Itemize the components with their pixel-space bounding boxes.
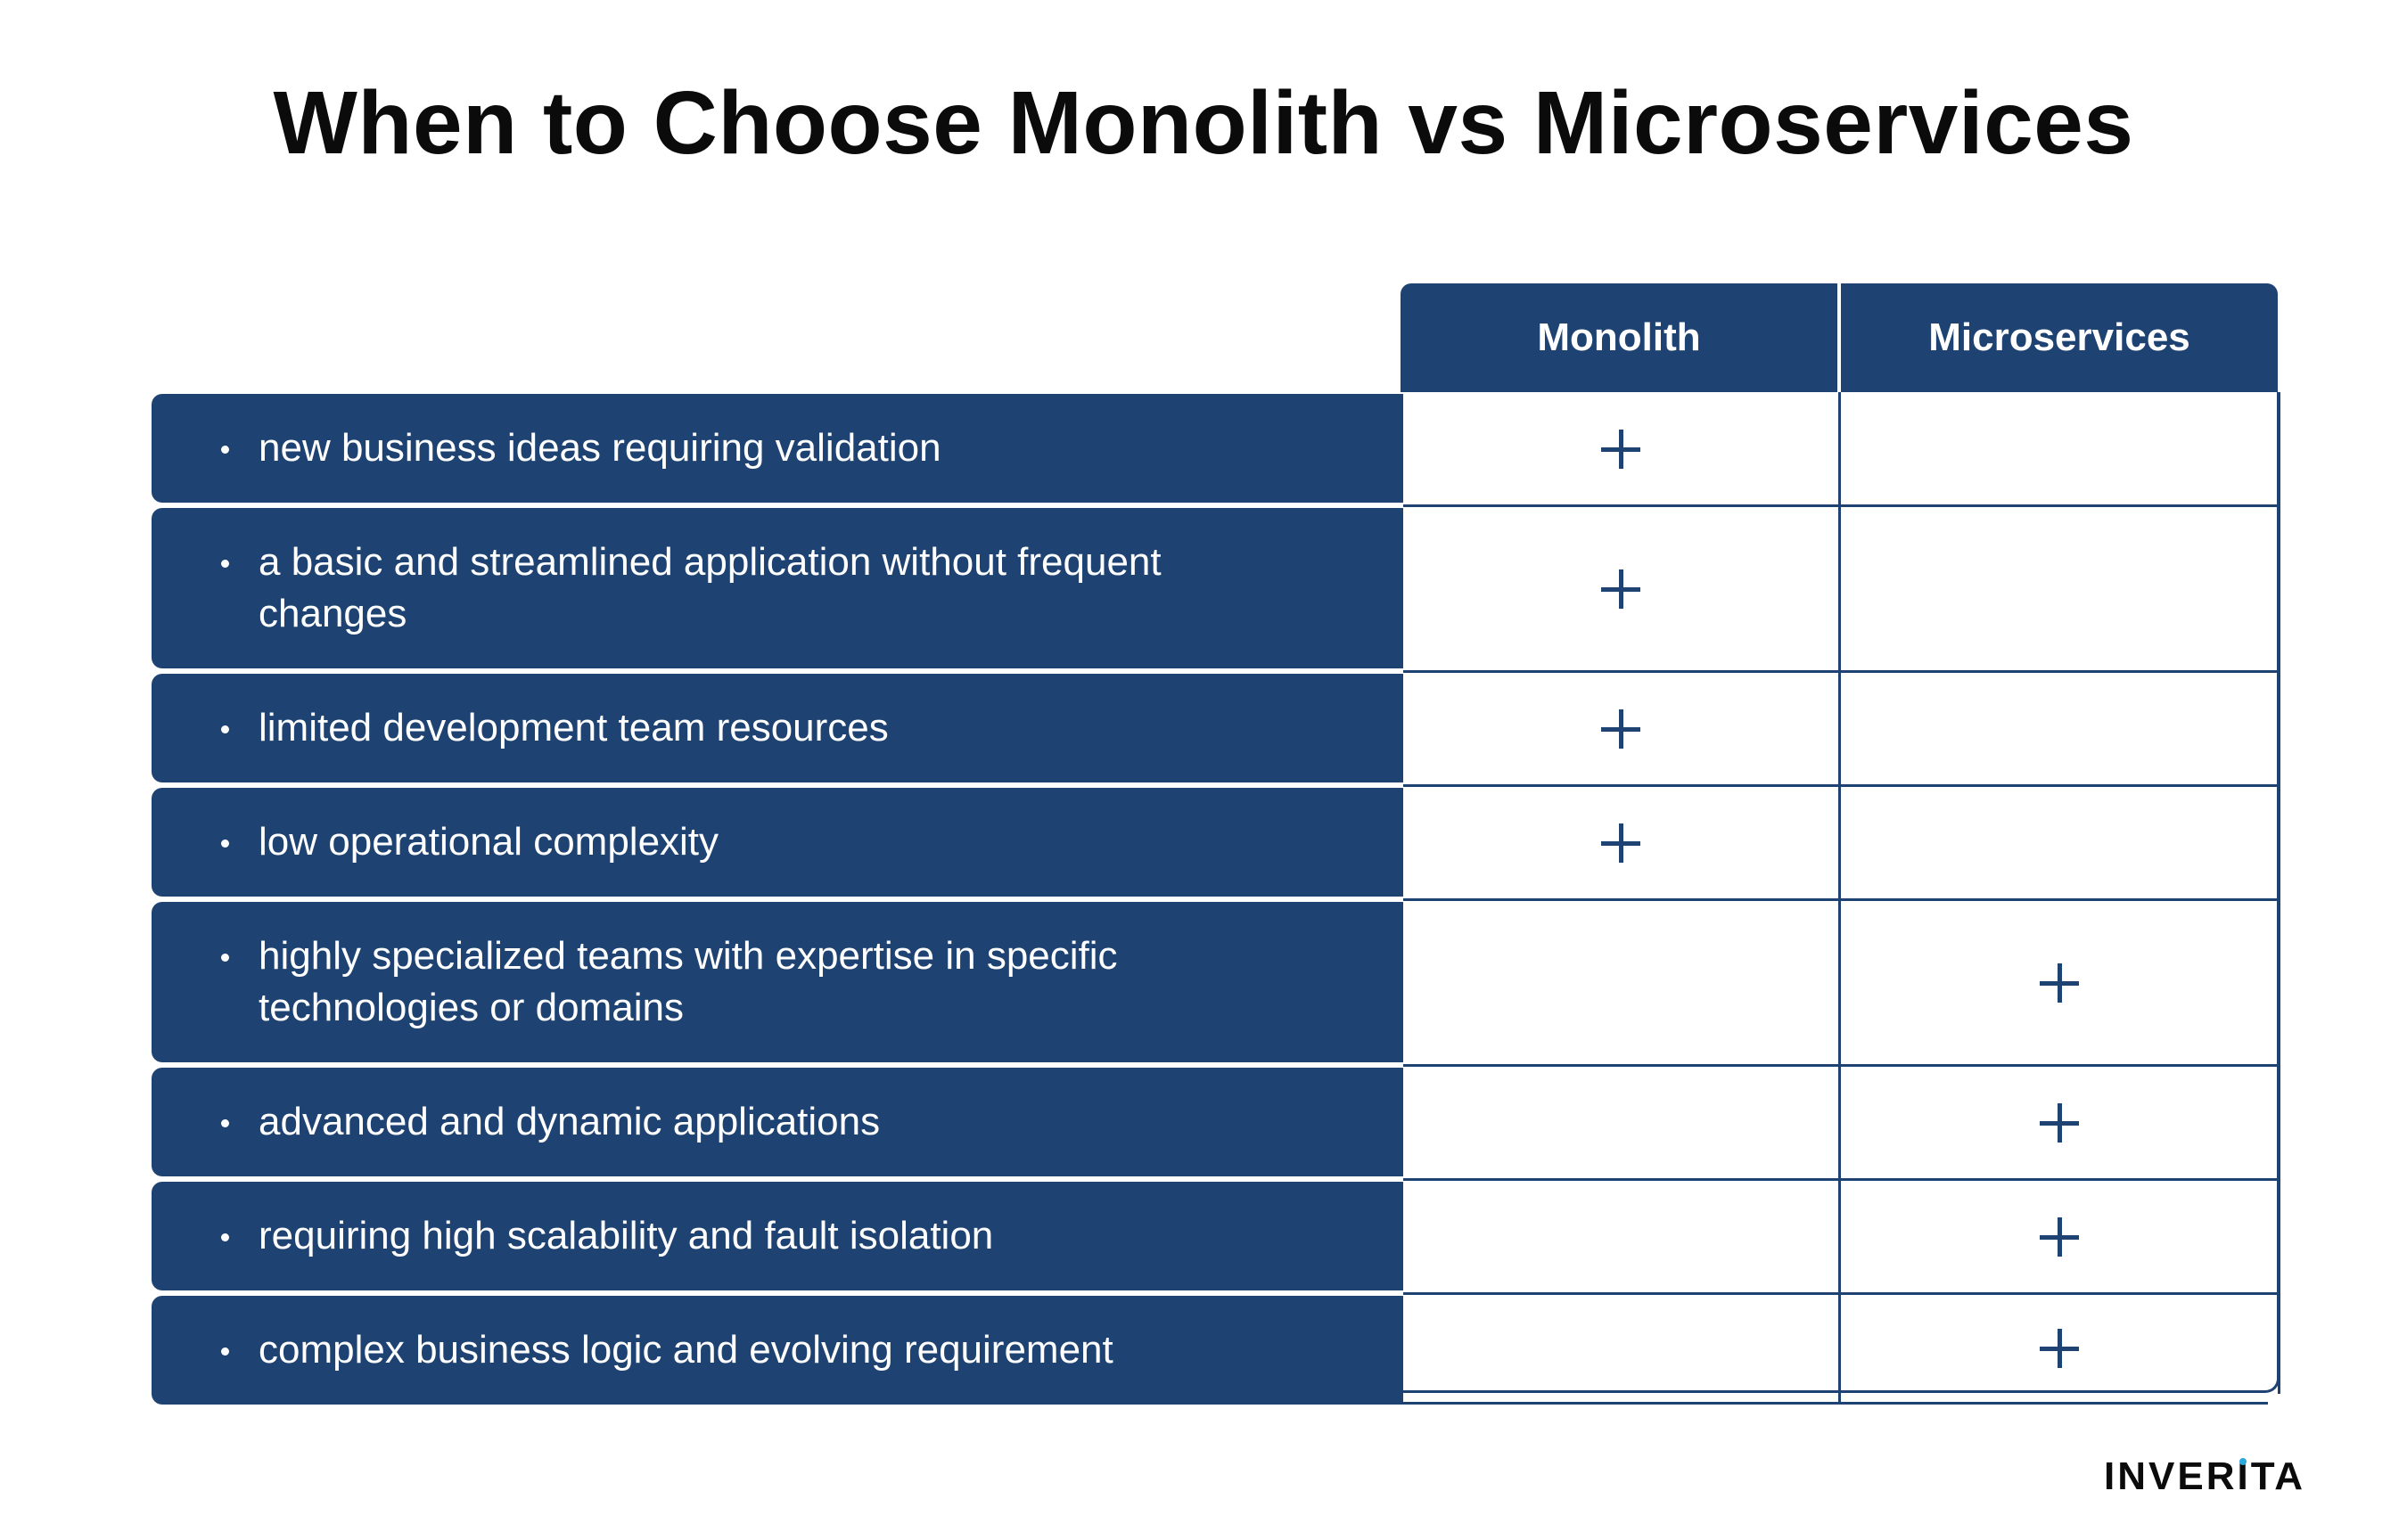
cell-microservices [1841,787,2278,898]
logo-text: INVERITA [2104,1454,2306,1498]
row-divider [1403,1064,2280,1067]
cell-microservices [1841,394,2278,504]
cell-monolith [1403,1067,1838,1178]
row-divider [1403,1178,2280,1181]
row-label: a basic and streamlined application with… [152,508,1403,668]
row-label-text: low operational complexity [220,816,719,868]
cell-microservices [1841,507,2278,670]
cell-monolith [1403,1295,1838,1402]
right-border [2278,392,2280,1394]
bottom-border [1403,1402,2268,1405]
plus-mark [1601,709,1640,749]
plus-mark [2040,962,2079,1003]
row-label-text: limited development team resources [221,702,889,754]
cell-microservices [1841,1295,2278,1402]
cell-microservices [1841,673,2278,784]
cell-monolith [1403,901,1838,1064]
cell-monolith [1403,787,1838,898]
cell-monolith [1403,394,1838,504]
cell-monolith [1403,673,1838,784]
cell-monolith [1403,507,1838,670]
row-label: low operational complexity [152,788,1403,897]
row-label-text: advanced and dynamic applications [220,1096,880,1148]
row-label: highly specialized teams with expertise … [152,902,1403,1062]
cell-microservices [1841,1181,2278,1292]
column-header-monolith: Monolith [1401,283,1837,392]
inverita-logo: INVERITA [2104,1454,2336,1499]
cell-monolith [1403,1181,1838,1292]
row-label: complex business logic and evolving requ… [152,1296,1403,1405]
row-divider [1403,670,2280,673]
plus-mark [1601,430,1640,469]
row-divider [1403,504,2280,507]
row-divider [1403,898,2280,901]
plus-mark [1601,569,1640,609]
column-header-microservices: Microservices [1841,283,2278,392]
row-label-text: complex business logic and evolving requ… [221,1324,1113,1376]
row-label-text: a basic and streamlined application with… [221,537,1252,640]
row-label: new business ideas requiring validation [152,394,1403,503]
logo-accent-dot [2239,1458,2247,1465]
row-label-text: requiring high scalability and fault iso… [220,1210,993,1262]
plus-mark [2040,1329,2079,1368]
row-label-text: highly specialized teams with expertise … [221,930,1305,1034]
row-divider [1403,784,2280,787]
row-label: limited development team resources [152,674,1403,782]
row-label-text: new business ideas requiring validation [221,422,941,474]
plus-mark [2040,1102,2079,1143]
row-label: requiring high scalability and fault iso… [152,1182,1403,1290]
cell-microservices [1841,1067,2278,1178]
cell-microservices [1841,901,2278,1064]
plus-mark [2040,1216,2079,1257]
row-divider [1403,1292,2280,1295]
page-title: When to Choose Monolith vs Microservices [273,73,2134,173]
plus-mark [1601,823,1640,863]
row-label: advanced and dynamic applications [152,1068,1403,1176]
